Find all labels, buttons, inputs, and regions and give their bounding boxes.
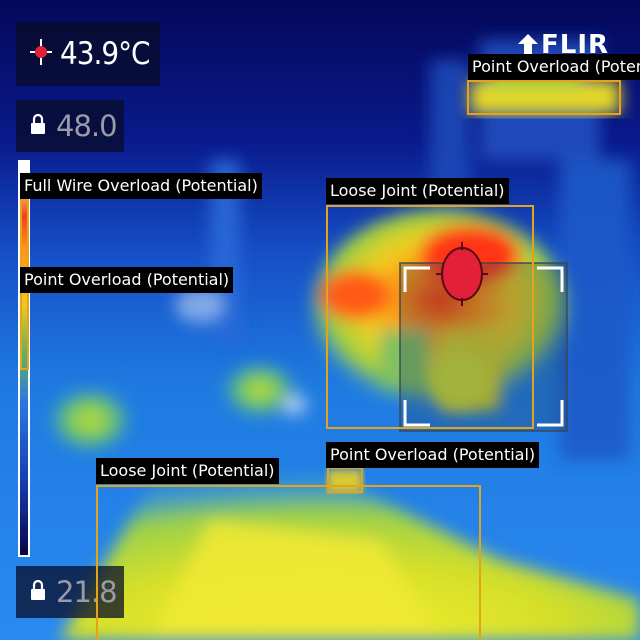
crosshair-spot-icon (30, 39, 52, 69)
scale-min-value: 21.8 (56, 575, 118, 609)
detection-label: Point Overload (Potential) (326, 442, 540, 468)
scale-min-readout: 21.8 (16, 566, 124, 618)
scale-max-readout: 48.0 (16, 100, 124, 152)
detection-label: Full Wire Overload (Potential) (20, 173, 262, 199)
detection-box-point-overload (20, 285, 29, 370)
detection-box-loose-joint (326, 205, 534, 429)
spot-temperature-readout: 43.9°C (16, 22, 160, 86)
spot-temperature-value: 43.9°C (60, 36, 150, 72)
detection-label: Loose Joint (Potential) (96, 458, 279, 484)
detection-label: Loose Joint (Potential) (326, 178, 509, 204)
lock-icon (30, 579, 46, 605)
detection-label: Point Overload (Potential) (468, 54, 640, 80)
detection-box-loose-joint (96, 485, 481, 640)
lock-icon (30, 113, 46, 139)
detection-label: Point Overload (Potential) (20, 267, 234, 293)
detection-box-point-overload (327, 467, 363, 493)
flir-mark-icon (518, 34, 538, 56)
detection-box-point-overload (467, 80, 621, 115)
scale-max-value: 48.0 (56, 109, 118, 143)
